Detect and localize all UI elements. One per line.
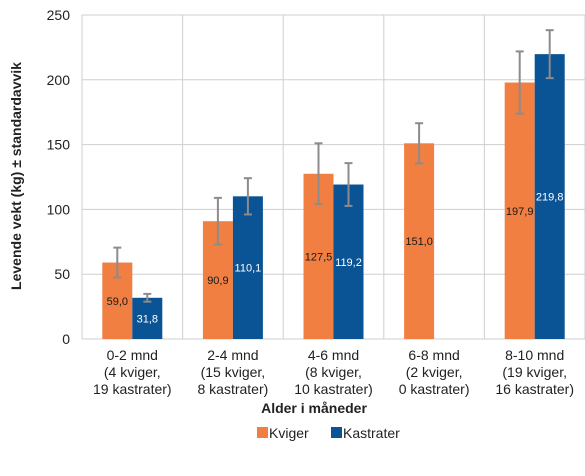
y-tick-label: 0 (62, 331, 70, 347)
x-category-label-line: (15 kviger, (201, 364, 266, 380)
x-category-label: 4-6 mnd (8 kviger, 10 kastrater) (294, 347, 373, 397)
data-label-kastrater: 31,8 (137, 313, 158, 325)
legend: Kviger Kastrater (257, 425, 400, 441)
x-category-label-line: (2 kviger, (406, 364, 463, 380)
x-category-label-line: 0-2 mnd (107, 347, 158, 363)
x-category-label-line: 4-6 mnd (308, 347, 359, 363)
data-label-kviger: 197,9 (506, 206, 534, 218)
legend-label-kastrater: Kastrater (343, 425, 400, 441)
bar-kastrater (132, 297, 163, 339)
bar-kviger (504, 82, 535, 339)
data-label-kastrater: 219,8 (536, 192, 564, 204)
x-category-label-line: (8 kviger, (305, 364, 362, 380)
data-label-kastrater: 119,2 (335, 257, 362, 269)
x-category-label-line: 19 kastrater) (93, 381, 172, 397)
x-axis-title: Alder i måneder (261, 400, 367, 416)
x-category-label: 6-8 mnd (2 kviger, 0 kastrater) (399, 347, 470, 397)
x-category-label: 2-4 mnd (15 kviger, 8 kastrater) (197, 347, 268, 397)
y-tick-labels: 0 50 100 150 200 250 (47, 7, 71, 347)
legend-swatch-kviger (257, 427, 268, 438)
x-category-label-line: 16 kastrater) (495, 381, 574, 397)
x-category-label-line: 6-8 mnd (408, 347, 459, 363)
bar-kastrater (232, 196, 263, 339)
data-label-kastrater: 110,1 (235, 263, 262, 275)
x-category-label-line: 2-4 mnd (207, 347, 258, 363)
data-label-kviger: 90,9 (207, 275, 228, 287)
x-category-label-line: (4 kviger, (104, 364, 161, 380)
x-category-label-line: 0 kastrater) (399, 381, 470, 397)
bar-kviger (404, 143, 435, 339)
y-axis-title: Levende vekt (kg) ± standardavvik (8, 62, 24, 290)
bar-kastrater (333, 184, 364, 339)
error-bars (113, 29, 554, 303)
y-tick-label: 250 (47, 7, 71, 23)
data-label-kviger: 127,5 (305, 251, 333, 263)
x-category-label-line: 8-10 mnd (505, 347, 564, 363)
y-tick-label: 150 (47, 137, 71, 153)
gridlines (81, 14, 585, 340)
x-category-label: 8-10 mnd (19 kviger, 16 kastrater) (495, 347, 574, 397)
x-category-labels: 0-2 mnd (4 kviger, 19 kastrater) 2-4 mnd (15… (93, 347, 574, 397)
x-category-label-line: 8 kastrater) (197, 381, 268, 397)
bar-kastrater (534, 54, 565, 340)
x-category-label-line: 10 kastrater) (294, 381, 373, 397)
data-label-kviger: 59,0 (107, 296, 128, 308)
y-tick-label: 50 (54, 266, 70, 282)
data-label-kviger: 151,0 (405, 236, 433, 248)
x-category-label: 0-2 mnd (4 kviger, 19 kastrater) (93, 347, 172, 397)
bars (102, 54, 565, 340)
legend-swatch-kastrater (331, 427, 342, 438)
legend-label-kviger: Kviger (269, 425, 309, 441)
y-tick-label: 200 (47, 72, 71, 88)
data-labels: 59,0 31,8 90,9 110,1 127,5 119,2 151,0 197,9219… (107, 192, 564, 326)
x-category-label-line: (19 kviger, (502, 364, 567, 380)
y-tick-label: 100 (47, 201, 71, 217)
